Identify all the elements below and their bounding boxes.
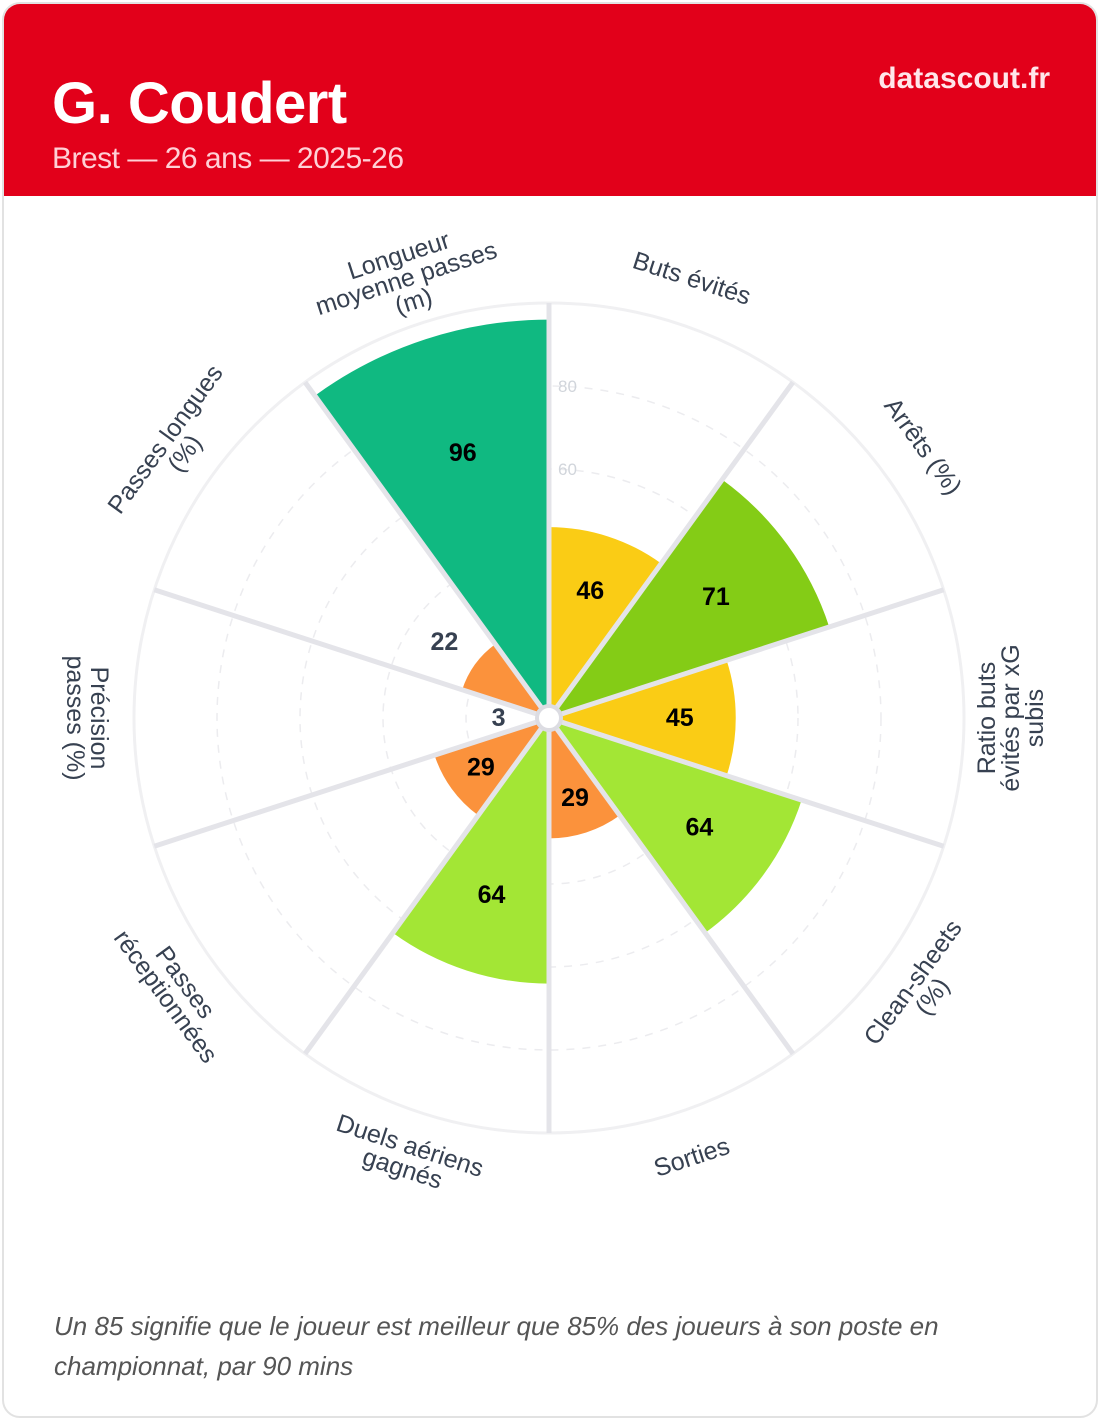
sector-divider: [303, 716, 552, 1056]
bar-2: [560, 660, 736, 776]
player-name: G. Coudert: [52, 71, 347, 136]
bar-9: [314, 319, 549, 709]
value-label: 45: [666, 704, 694, 732]
value-label: 3: [492, 704, 506, 732]
value-label: 22: [430, 628, 458, 656]
axis-label-line: Sorties: [650, 1132, 733, 1183]
bar-8: [462, 644, 542, 715]
axis-label-line: Passes longues: [102, 360, 228, 519]
bar-1: [556, 479, 830, 715]
bar-4: [549, 727, 620, 839]
r-tick-label: 60: [558, 460, 577, 479]
sector-divider: [546, 716, 795, 1056]
value-label: 64: [686, 813, 714, 841]
axis-label: Clean-sheets(%): [858, 915, 967, 1051]
axis-label: Passes longues(%): [102, 360, 228, 519]
bar-0: [549, 527, 662, 709]
axis-label-line: Précision: [85, 667, 113, 770]
bar-6: [434, 721, 542, 816]
sector-divider: [548, 587, 945, 721]
header: G. Coudert Brest — 26 ans — 2025-26 data…: [4, 4, 1096, 196]
sector-divider: [153, 715, 550, 849]
axis-label: Sorties: [650, 1132, 733, 1183]
sector-divider: [548, 715, 945, 849]
footer-note: Un 85 signifie que le joueur est meilleu…: [54, 1311, 939, 1381]
axis-label-line: subis: [1021, 689, 1049, 747]
sector-divider: [546, 380, 795, 720]
axis-label: Buts évités: [629, 246, 754, 310]
brand-link[interactable]: datascout.fr: [878, 62, 1050, 95]
sector-divider: [153, 587, 550, 721]
value-label: 71: [702, 583, 730, 611]
value-label: 64: [478, 881, 506, 909]
sector-divider: [303, 380, 552, 720]
center-hole: [535, 704, 563, 732]
axis-label-line: évités par xG: [997, 644, 1025, 791]
axis-label-line: passes (%): [61, 655, 89, 780]
value-label: 46: [576, 577, 604, 605]
bar-3: [556, 721, 802, 933]
value-label: 29: [467, 754, 495, 782]
axis-label-line: Buts évités: [629, 246, 754, 310]
r-tick-label: 80: [558, 377, 577, 396]
bar-5: [392, 727, 549, 984]
grid-circle: [216, 385, 882, 1051]
value-label: 29: [561, 784, 589, 812]
axis-label-line: Ratio buts: [973, 662, 1001, 775]
axis-label-line: Clean-sheets: [858, 915, 967, 1051]
value-label: 96: [449, 439, 477, 467]
player-subtitle: Brest — 26 ans — 2025-26: [52, 142, 404, 175]
